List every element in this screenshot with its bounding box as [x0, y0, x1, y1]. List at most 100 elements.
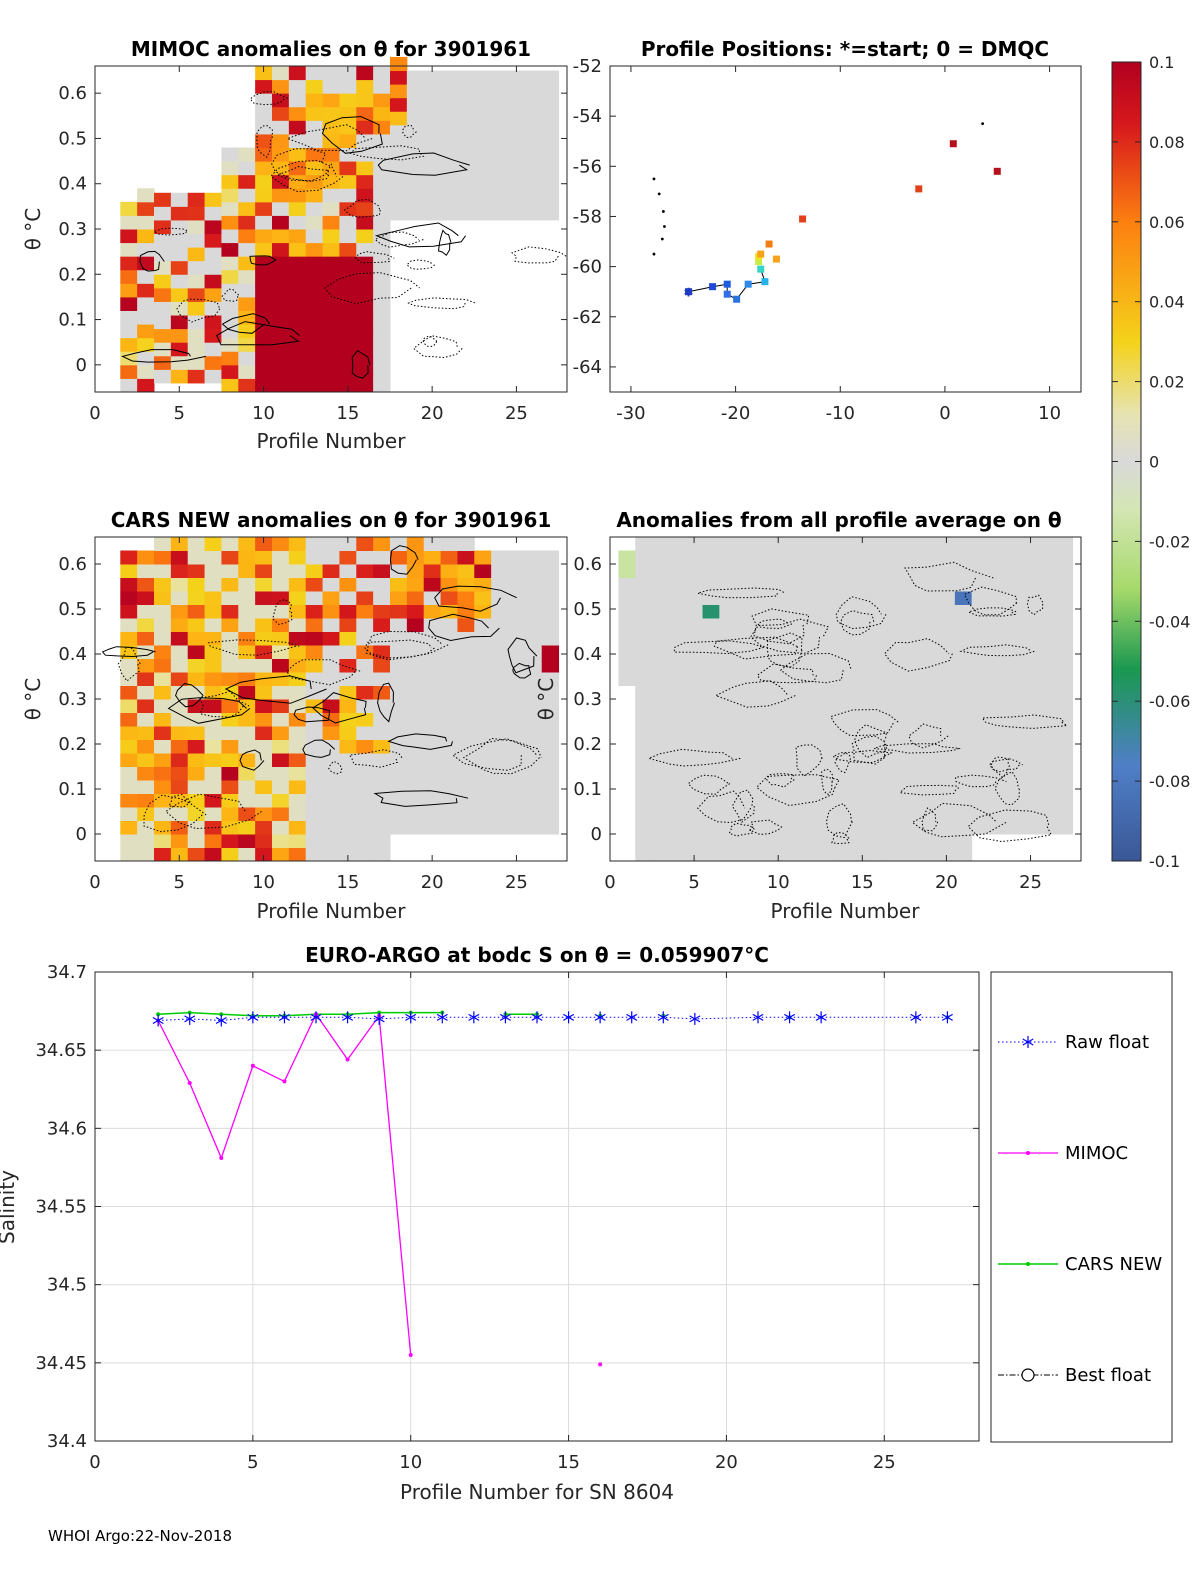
heatmap-cell [1022, 672, 1040, 686]
heatmap-cell [322, 229, 340, 244]
heatmap-cell [719, 618, 737, 632]
heatmap-cell [221, 147, 239, 162]
heatmap-cell [255, 658, 273, 673]
heatmap-cell [1022, 537, 1040, 551]
heatmap-cell [971, 537, 989, 551]
heatmap-cell [702, 793, 720, 808]
heatmap-cell [322, 550, 340, 565]
heatmap-cell [356, 93, 374, 108]
heatmap-cell [272, 269, 290, 284]
heatmap-cell [887, 766, 905, 781]
heatmap-cell [390, 577, 408, 592]
heatmap-cell [719, 591, 737, 605]
heatmap-cell [668, 618, 687, 632]
heatmap-cell [154, 834, 172, 848]
heatmap-cell [137, 283, 155, 298]
heatmap-cell [221, 658, 239, 673]
heatmap-cell [356, 685, 374, 700]
heatmap-cell [390, 550, 408, 565]
heatmap-cell [921, 537, 939, 551]
heatmap-cell [474, 97, 492, 112]
heatmap-cell [305, 120, 324, 135]
heatmap-cell [120, 215, 138, 230]
heatmap-cell [921, 739, 939, 754]
heatmap-cell [288, 577, 307, 592]
heatmap-cell [541, 550, 560, 565]
heatmap-cell [887, 712, 905, 727]
heatmap-cell [668, 807, 687, 821]
contour-line [835, 596, 887, 630]
heatmap-cell [618, 564, 636, 578]
heatmap-cell [305, 364, 324, 379]
heatmap-cell [719, 807, 737, 821]
heatmap-cell [204, 233, 222, 248]
heatmap-cell [221, 820, 239, 835]
heatmap-cell [1022, 820, 1040, 835]
heatmap-cell [288, 269, 307, 284]
heatmap-cell [170, 766, 189, 781]
heatmap-cell [373, 577, 391, 592]
heatmap-cell [971, 726, 989, 740]
heatmap-cell [187, 793, 206, 808]
heatmap-cell [322, 337, 340, 352]
heatmap-cell [971, 766, 989, 781]
heatmap-cell [541, 699, 560, 713]
heatmap-cell [457, 124, 475, 139]
heatmap-cell [137, 834, 155, 848]
heatmap-cell [305, 161, 324, 176]
heatmap-cell [524, 192, 543, 207]
contour-line [452, 738, 538, 771]
heatmap-cell [971, 550, 989, 565]
heatmap-cell [921, 820, 939, 835]
heatmap-cell [406, 70, 425, 85]
other-float-dot [652, 177, 656, 181]
heatmap-cell [137, 269, 155, 284]
heatmap-cell [137, 780, 155, 794]
heatmap-cell [702, 564, 720, 578]
heatmap-cell [837, 645, 855, 659]
profile-position-marker [709, 283, 717, 291]
heatmap-cell [272, 780, 290, 794]
profile-position-marker [685, 288, 692, 296]
heatmap-cell [322, 147, 340, 162]
x-tick-label: 15 [557, 1452, 580, 1473]
heatmap-cell [373, 550, 391, 565]
heatmap-cell [390, 138, 408, 153]
heatmap-cell [356, 793, 374, 808]
heatmap-cell [870, 699, 889, 713]
heatmap-cell [204, 672, 222, 686]
heatmap-cell [322, 93, 340, 108]
heatmap-cell [339, 242, 357, 257]
cars-xlabel: Profile Number [257, 899, 407, 923]
heatmap-cell [423, 564, 442, 578]
heatmap-cell [1022, 739, 1040, 754]
heatmap-cell [786, 577, 804, 592]
heatmap-cell [390, 564, 408, 578]
heatmap-cell [887, 834, 905, 848]
heatmap-cell [618, 631, 636, 646]
heatmap-cell [339, 834, 357, 848]
heatmap-cell [736, 847, 754, 862]
contour-line [422, 335, 438, 347]
heatmap-cell [356, 364, 374, 379]
heatmap-cell [1055, 672, 1074, 686]
heatmap-cell [954, 591, 973, 605]
heatmap-cell [652, 834, 670, 848]
heatmap-cell [154, 739, 172, 754]
heatmap-cell [635, 712, 653, 727]
heatmap-cell [339, 739, 357, 754]
heatmap-cell [938, 591, 956, 605]
cars-ylabel: θ °C [21, 678, 45, 721]
heatmap-cell [120, 699, 138, 713]
heatmap-cell [870, 672, 889, 686]
heatmap-cell [406, 658, 425, 673]
heatmap-cell [803, 564, 821, 578]
heatmap-cell [120, 820, 138, 835]
heatmap-cell [373, 269, 391, 284]
heatmap-cell [702, 699, 720, 713]
heatmap-cell [1055, 726, 1074, 740]
heatmap-cell [288, 847, 307, 862]
heatmap-cell [356, 537, 374, 551]
heatmap-cell [786, 631, 804, 646]
heatmap-cell [120, 672, 138, 686]
